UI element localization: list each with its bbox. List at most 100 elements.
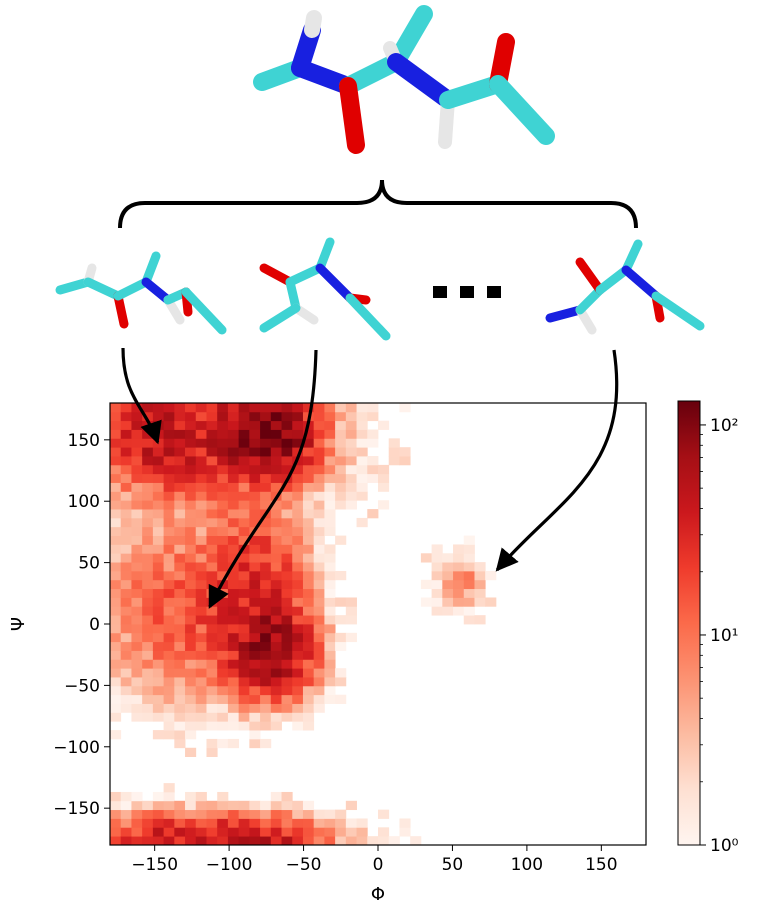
heatmap-bin	[281, 827, 293, 837]
heatmap-bin	[217, 836, 229, 846]
heatmap-bin	[217, 544, 229, 554]
heatmap-bin	[206, 411, 218, 422]
heatmap-bin	[163, 544, 175, 554]
heatmap-bin	[345, 827, 357, 837]
heatmap-bin	[227, 659, 240, 669]
heatmap-bin	[313, 482, 325, 492]
conformer-arrows	[121, 347, 619, 609]
heatmap-bin	[163, 650, 175, 660]
heatmap-bin	[463, 615, 475, 625]
heatmap-bin	[110, 712, 122, 722]
heatmap-bin	[195, 544, 207, 554]
heatmap-bin	[367, 509, 379, 519]
heatmap-bin	[110, 818, 122, 828]
heatmap-bin	[110, 703, 122, 713]
heatmap-bin	[195, 429, 207, 439]
heatmap-bin	[270, 606, 282, 616]
heatmap-bin	[120, 615, 132, 625]
heatmap-bin	[110, 668, 122, 678]
heatmap-bin	[217, 597, 229, 607]
heatmap-bin	[270, 588, 282, 598]
heatmap-bin	[163, 668, 175, 678]
colorbar	[677, 400, 701, 846]
heatmap-bin	[206, 403, 218, 413]
heatmap-bin	[163, 579, 175, 590]
heatmap-bin	[195, 509, 207, 519]
heatmap-bin	[142, 456, 154, 466]
y-tick-label: −150	[53, 799, 100, 819]
heatmap-bin	[302, 827, 315, 837]
heatmap-bin	[206, 712, 218, 722]
heatmap-bin	[378, 473, 390, 483]
heatmap-bin	[110, 694, 122, 704]
heatmap-bin	[335, 694, 347, 704]
heatmap-bin	[152, 703, 164, 713]
heatmap-bin	[313, 420, 325, 430]
heatmap-bin	[302, 641, 315, 651]
heatmap-bin	[249, 403, 261, 413]
heatmap-bin	[453, 544, 465, 554]
heatmap-bin	[281, 579, 293, 590]
heatmap-bin	[324, 411, 336, 422]
heatmap-bin	[174, 809, 186, 819]
heatmap-bin	[324, 659, 336, 669]
heatmap-bin	[431, 570, 443, 581]
heatmap-bin	[313, 615, 325, 625]
heatmap-bin	[281, 447, 293, 457]
heatmap-bin	[324, 632, 336, 643]
heatmap-bin	[260, 818, 272, 828]
heatmap-bin	[217, 632, 229, 643]
heatmap-bin	[185, 403, 197, 413]
heatmap-bin	[142, 836, 154, 846]
colorbar-tick-label: 10²	[710, 416, 738, 436]
heatmap-bin	[270, 712, 282, 722]
heatmap-bin	[313, 500, 325, 510]
heatmap-bin	[238, 677, 250, 687]
heatmap-bin	[324, 685, 336, 696]
heatmap-bin	[195, 491, 207, 501]
heatmap-bin	[313, 836, 325, 846]
heatmap-bin	[302, 509, 315, 519]
heatmap-bin	[431, 544, 443, 554]
heatmap-bin	[313, 464, 325, 475]
heatmap-bin	[292, 500, 304, 510]
y-axis-label: Ψ	[8, 617, 29, 631]
heatmap-bin	[302, 403, 315, 413]
heatmap-bin	[313, 632, 325, 643]
heatmap-bin	[217, 694, 229, 704]
heatmap-bin	[249, 809, 261, 819]
heatmap-bin	[260, 685, 272, 696]
heatmap-bin	[163, 491, 175, 501]
x-tick-label: −50	[286, 855, 322, 875]
heatmap-bin	[185, 650, 197, 660]
heatmap-bin	[185, 712, 197, 722]
heatmap-bin	[185, 668, 197, 678]
heatmap-bin	[281, 517, 293, 528]
heatmap-bin	[313, 429, 325, 439]
heatmap-bin	[324, 606, 336, 616]
heatmap-bin	[249, 544, 261, 554]
heatmap-bin	[238, 429, 250, 439]
heatmap-bin	[174, 685, 186, 696]
heatmap-bin	[345, 429, 357, 439]
heatmap-bin	[110, 827, 122, 837]
heatmap-bin	[292, 800, 304, 811]
heatmap-bin	[238, 624, 250, 634]
heatmap-bin	[238, 721, 250, 731]
heatmap-bin	[195, 809, 207, 819]
heatmap-bin	[163, 553, 175, 563]
heatmap-bin	[195, 712, 207, 722]
heatmap-bin	[302, 597, 315, 607]
heatmap-bin	[227, 836, 240, 846]
heatmap-bin	[174, 473, 186, 483]
heatmap-bin	[217, 615, 229, 625]
heatmap-bin	[292, 526, 304, 536]
heatmap-bin	[292, 553, 304, 563]
heatmap-bin	[453, 579, 465, 590]
heatmap-bin	[174, 641, 186, 651]
heatmap-bin	[367, 456, 379, 466]
heatmap-bin	[185, 429, 197, 439]
heatmap-bin	[195, 650, 207, 660]
heatmap-bin	[260, 809, 272, 819]
heatmap-bin	[120, 659, 132, 669]
